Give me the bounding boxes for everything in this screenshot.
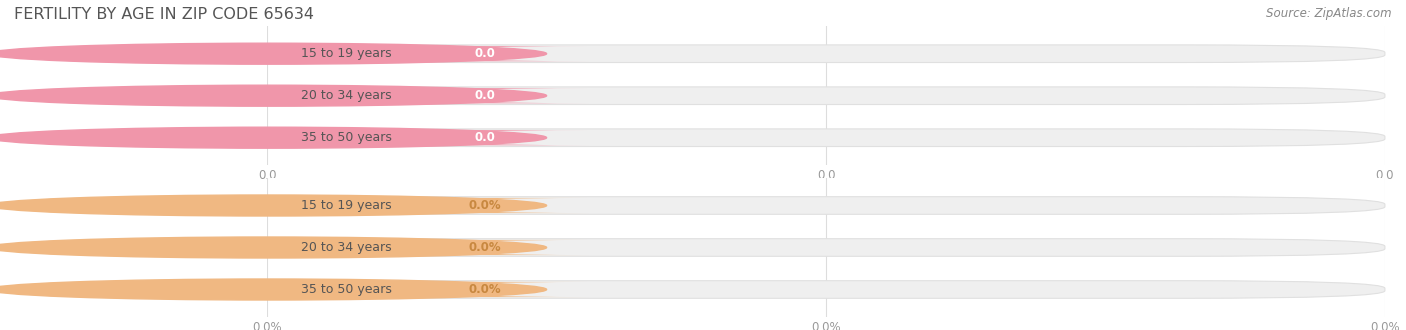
Text: Source: ZipAtlas.com: Source: ZipAtlas.com (1267, 7, 1392, 19)
Text: 20 to 34 years: 20 to 34 years (301, 89, 391, 102)
FancyBboxPatch shape (267, 45, 1385, 62)
Text: 35 to 50 years: 35 to 50 years (301, 131, 391, 144)
Circle shape (0, 127, 547, 148)
Circle shape (0, 279, 547, 300)
Text: 0.0%: 0.0% (468, 199, 502, 212)
Text: 0.0: 0.0 (475, 47, 495, 60)
Circle shape (0, 195, 547, 216)
FancyBboxPatch shape (267, 239, 1385, 256)
FancyBboxPatch shape (267, 281, 1385, 298)
Text: 0.0: 0.0 (475, 89, 495, 102)
Circle shape (0, 85, 547, 106)
Text: 20 to 34 years: 20 to 34 years (301, 241, 391, 254)
FancyBboxPatch shape (381, 198, 589, 213)
Text: 0.0%: 0.0% (468, 241, 502, 254)
FancyBboxPatch shape (381, 130, 589, 145)
FancyBboxPatch shape (381, 88, 589, 103)
FancyBboxPatch shape (267, 197, 1385, 214)
Text: 35 to 50 years: 35 to 50 years (301, 283, 391, 296)
Circle shape (0, 43, 547, 64)
Text: 0.0: 0.0 (475, 131, 495, 144)
Text: 0.0%: 0.0% (468, 283, 502, 296)
FancyBboxPatch shape (267, 87, 1385, 105)
Text: 15 to 19 years: 15 to 19 years (301, 47, 391, 60)
FancyBboxPatch shape (267, 129, 1385, 147)
Circle shape (0, 237, 547, 258)
FancyBboxPatch shape (381, 240, 589, 255)
FancyBboxPatch shape (381, 282, 589, 297)
Text: 15 to 19 years: 15 to 19 years (301, 199, 391, 212)
FancyBboxPatch shape (381, 46, 589, 61)
Text: FERTILITY BY AGE IN ZIP CODE 65634: FERTILITY BY AGE IN ZIP CODE 65634 (14, 7, 314, 21)
